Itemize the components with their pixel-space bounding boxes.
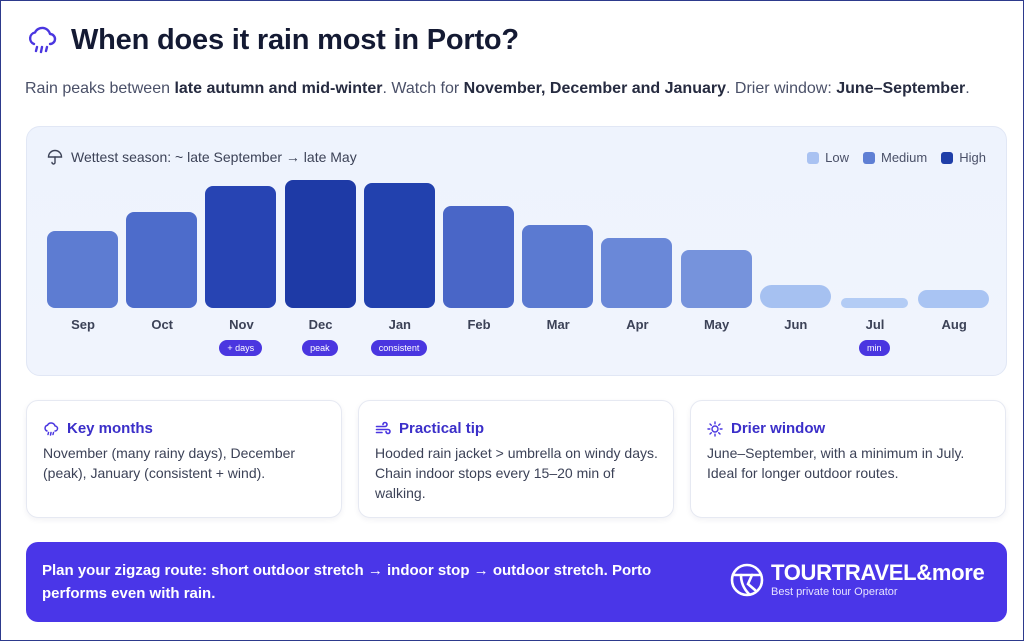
month-tag-jul: min: [859, 340, 890, 356]
month-label-may: May: [703, 317, 730, 332]
legend-item-low: Low: [807, 150, 849, 165]
card-body: June–September, with a minimum in July. …: [707, 445, 965, 481]
rain-chart-card: Wettest season: ~ late September → late …: [26, 126, 1007, 376]
month-label-aug: Aug: [941, 317, 967, 332]
chart-bar-aug: [918, 290, 990, 308]
chart-title: Wettest season: ~ late September → late …: [71, 149, 357, 165]
month-label-feb: Feb: [467, 317, 491, 332]
subtitle-highlight: June–September: [836, 80, 966, 97]
page-subtitle: Rain peaks between late autumn and mid-w…: [25, 80, 970, 98]
sun-icon: [707, 420, 723, 437]
month-label-oct: Oct: [151, 317, 174, 332]
globe-logo-icon: [730, 563, 764, 597]
month-tag-nov: + days: [219, 340, 263, 356]
subtitle-text: .: [965, 80, 970, 97]
brand-tagline: Best private tour Operator: [771, 586, 898, 598]
chart-bar-sep: [47, 231, 118, 308]
chart-bar-dec: [284, 180, 356, 308]
month-label-sep: Sep: [71, 317, 95, 332]
practical-tip-card: Practical tip Hooded rain jacket > umbre…: [358, 400, 674, 518]
card-title: Drier window: [707, 420, 825, 437]
month-label-jun: Jun: [784, 317, 808, 332]
brand-logo[interactable]: TOURTRAVEL&more Best private tour Operat…: [729, 560, 985, 599]
chart-bar-jun: [759, 284, 831, 308]
umbrella-icon: [47, 149, 63, 165]
legend-item-medium: Medium: [863, 150, 927, 165]
month-label-nov: Nov: [229, 317, 254, 332]
card-title: Practical tip: [375, 420, 484, 437]
chart-bar-feb: [443, 205, 514, 308]
legend-label-low: Low: [825, 150, 849, 165]
page-title: When does it rain most in Porto?: [71, 23, 519, 56]
chart-bar-may: [680, 250, 752, 308]
wind-icon: [375, 421, 391, 434]
banner-text: Plan your zigzag route: short outdoor st…: [42, 562, 652, 602]
legend-swatch-medium: [863, 151, 875, 164]
subtitle-highlight: late autumn and mid-winter: [174, 80, 383, 97]
legend-label-high: High: [959, 150, 986, 165]
key-months-card: Key months November (many rainy days), D…: [26, 400, 342, 518]
legend-swatch-high: [941, 151, 954, 164]
month-tag-jan: consistent: [370, 340, 428, 356]
rain-cloud-icon: [44, 421, 59, 436]
chart-bar-nov: [205, 186, 277, 308]
legend-item-high: High: [941, 150, 986, 165]
legend-label-medium: Medium: [881, 150, 928, 165]
chart-heading: Wettest season: ~ late September → late …: [47, 149, 357, 165]
chart-bar-mar: [522, 224, 594, 308]
page-header: When does it rain most in Porto?: [25, 23, 519, 57]
chart-bar-jan: [363, 182, 435, 308]
month-label-jan: Jan: [388, 317, 411, 332]
subtitle-text: . Watch for: [382, 80, 464, 97]
drier-window-card: Drier window June–September, with a mini…: [690, 400, 1006, 518]
chart-bar-apr: [601, 237, 673, 308]
card-title-text: Drier window: [731, 420, 826, 437]
legend-swatch-low: [807, 151, 820, 164]
card-title: Key months: [43, 420, 153, 437]
month-label-dec: Dec: [308, 317, 333, 332]
month-label-apr: Apr: [626, 317, 649, 332]
brand-name: TOURTRAVEL&more: [771, 560, 985, 585]
card-body: November (many rainy days), December (pe…: [43, 445, 296, 481]
rain-cloud-icon: [25, 23, 59, 57]
chart-bar-oct: [126, 212, 198, 308]
subtitle-text: . Drier window:: [726, 80, 837, 97]
month-tag-dec: peak: [302, 340, 338, 356]
month-label-jul: Jul: [865, 317, 885, 332]
chart-bar-jul: [841, 297, 908, 308]
cta-banner: Plan your zigzag route: short outdoor st…: [26, 542, 1007, 622]
chart-legend: Low Medium High: [793, 150, 986, 165]
card-title-text: Key months: [67, 420, 153, 437]
month-label-mar: Mar: [546, 317, 570, 332]
subtitle-text: Rain peaks between: [25, 80, 175, 97]
brand-text: TOURTRAVEL&more Best private tour Operat…: [771, 560, 985, 599]
card-body: Hooded rain jacket > umbrella on windy d…: [375, 445, 658, 501]
subtitle-highlight: November, December and January: [463, 80, 726, 97]
card-title-text: Practical tip: [399, 420, 485, 437]
